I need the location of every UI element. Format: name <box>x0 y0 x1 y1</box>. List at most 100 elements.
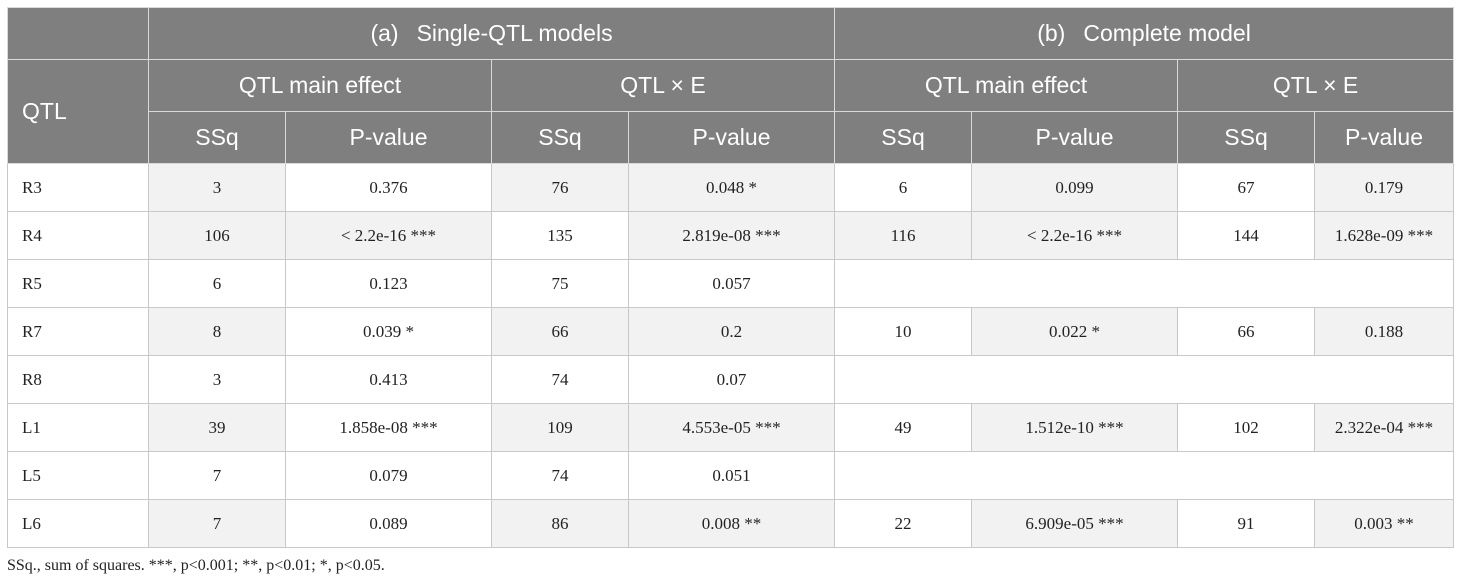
row-qtl-label: L6 <box>7 499 149 548</box>
ssq-cell: 3 <box>148 163 286 212</box>
header-row-subgroups: QTL QTL main effect QTL × E QTL main eff… <box>7 59 1455 164</box>
ssq-cell: 6 <box>148 259 286 308</box>
p-value-cell: 0.079 <box>285 451 492 500</box>
ssq-cell: 10 <box>834 307 973 356</box>
p-value-cell <box>1314 259 1455 308</box>
p-value-cell: 0.039 * <box>285 307 492 356</box>
table-row: L6 7 0.089 86 0.008 ** 22 6.909e-05 *** 91 0.003… <box>7 499 1455 548</box>
p-value-cell: 0.048 * <box>627 163 836 212</box>
ssq-cell <box>834 259 972 308</box>
ssq-cell <box>1177 259 1315 308</box>
group-title: Complete model <box>1083 20 1251 46</box>
ssq-cell: 144 <box>1177 211 1316 260</box>
ssq-cell <box>1177 451 1315 500</box>
p-value-cell: 0.188 <box>1314 307 1455 356</box>
ssq-cell: 74 <box>491 355 629 404</box>
row-qtl-label: R8 <box>7 355 149 404</box>
p-value-cell: < 2.2e-16 *** <box>285 211 492 260</box>
ssq-cell: 39 <box>148 403 286 452</box>
column-header-p-value: P-value <box>285 111 492 164</box>
table-row: R5 6 0.123 75 0.057 <box>7 259 1455 308</box>
p-value-cell: 0.008 ** <box>627 499 836 548</box>
ssq-cell <box>834 451 972 500</box>
p-value-cell: 0.057 <box>627 259 836 308</box>
qtl-column-header: QTL <box>7 59 149 164</box>
table-row: R3 3 0.376 76 0.048 * 6 0.099 67 0.179 <box>7 163 1455 212</box>
ssq-cell: 91 <box>1177 499 1316 548</box>
ssq-cell <box>834 355 972 404</box>
p-value-cell: 0.413 <box>285 355 492 404</box>
p-value-cell: 1.512e-10 *** <box>971 403 1179 452</box>
table-row: R4 106 < 2.2e-16 *** 135 2.819e-08 *** 116 < 2… <box>7 211 1455 260</box>
column-header-p-value: P-value <box>971 111 1179 164</box>
ssq-cell: 135 <box>491 211 629 260</box>
subgroup-header: QTL × E <box>490 59 836 112</box>
subgroup-header: QTL main effect <box>834 59 1179 112</box>
group-title: Single-QTL models <box>416 20 613 46</box>
p-value-cell <box>971 355 1178 404</box>
group-tag: (b) <box>1037 20 1066 46</box>
subgroup-header: QTL × E <box>1177 59 1455 112</box>
p-value-cell <box>1314 355 1455 404</box>
ssq-cell: 66 <box>1177 307 1316 356</box>
ssq-cell: 67 <box>1177 163 1316 212</box>
group-header-complete: (b) Complete model <box>834 7 1455 60</box>
column-header-ssq: SSq <box>1177 111 1316 164</box>
row-qtl-label: R3 <box>7 163 149 212</box>
ssq-cell: 8 <box>148 307 286 356</box>
table-body: R3 3 0.376 76 0.048 * 6 0.099 67 0.179 R4 106 < 2.2… <box>7 163 1455 548</box>
column-header-ssq: SSq <box>491 111 629 164</box>
row-qtl-label: L1 <box>7 403 149 452</box>
ssq-cell: 102 <box>1177 403 1316 452</box>
row-qtl-label: R4 <box>7 211 149 260</box>
p-value-cell <box>971 451 1178 500</box>
header-row-columns: SSq P-value SSq P-value SSq P-value SSq … <box>8 111 1455 164</box>
ssq-cell: 109 <box>491 403 629 452</box>
group-header-single-qtl: (a) Single-QTL models <box>147 7 836 60</box>
ssq-cell <box>1177 355 1315 404</box>
ssq-cell: 3 <box>148 355 286 404</box>
p-value-cell <box>1314 451 1455 500</box>
p-value-cell: 0.179 <box>1314 163 1455 212</box>
p-value-cell: 0.123 <box>285 259 492 308</box>
column-header-ssq: SSq <box>148 111 286 164</box>
p-value-cell: < 2.2e-16 *** <box>971 211 1179 260</box>
p-value-cell: 4.553e-05 *** <box>627 403 836 452</box>
p-value-cell: 1.628e-09 *** <box>1314 211 1455 260</box>
row-qtl-label: R7 <box>7 307 149 356</box>
ssq-cell: 86 <box>491 499 629 548</box>
column-header-ssq: SSq <box>834 111 973 164</box>
ssq-cell: 49 <box>834 403 973 452</box>
ssq-cell: 7 <box>148 499 286 548</box>
p-value-cell: 0.07 <box>627 355 836 404</box>
p-value-cell: 0.089 <box>285 499 492 548</box>
ssq-cell: 106 <box>148 211 286 260</box>
p-value-cell: 0.051 <box>627 451 836 500</box>
table-row: R7 8 0.039 * 66 0.2 10 0.022 * 66 0.188 <box>7 307 1455 356</box>
ssq-cell: 75 <box>491 259 629 308</box>
p-value-cell: 0.2 <box>627 307 836 356</box>
results-table: (a) Single-QTL models (b) Complete model Q… <box>7 7 1455 548</box>
ssq-cell: 76 <box>491 163 629 212</box>
table-footnote: SSq., sum of squares. ***, p<0.001; **, … <box>7 557 385 574</box>
header-row-groups: (a) Single-QTL models (b) Complete model <box>7 7 1455 60</box>
row-qtl-label: L5 <box>7 451 149 500</box>
p-value-cell: 2.819e-08 *** <box>627 211 836 260</box>
p-value-cell <box>971 259 1178 308</box>
p-value-cell: 0.376 <box>285 163 492 212</box>
ssq-cell: 116 <box>834 211 973 260</box>
column-header-p-value: P-value <box>1314 111 1455 164</box>
p-value-cell: 2.322e-04 *** <box>1314 403 1455 452</box>
ssq-cell: 6 <box>834 163 973 212</box>
row-qtl-label: R5 <box>7 259 149 308</box>
subgroup-header: QTL main effect <box>148 59 492 112</box>
column-header-p-value: P-value <box>627 111 836 164</box>
p-value-cell: 6.909e-05 *** <box>971 499 1179 548</box>
table-row: R8 3 0.413 74 0.07 <box>7 355 1455 404</box>
p-value-cell: 0.003 ** <box>1314 499 1455 548</box>
corner-cell <box>7 7 149 60</box>
ssq-cell: 22 <box>834 499 973 548</box>
p-value-cell: 0.022 * <box>971 307 1179 356</box>
group-tag: (a) <box>370 20 399 46</box>
p-value-cell: 1.858e-08 *** <box>285 403 492 452</box>
